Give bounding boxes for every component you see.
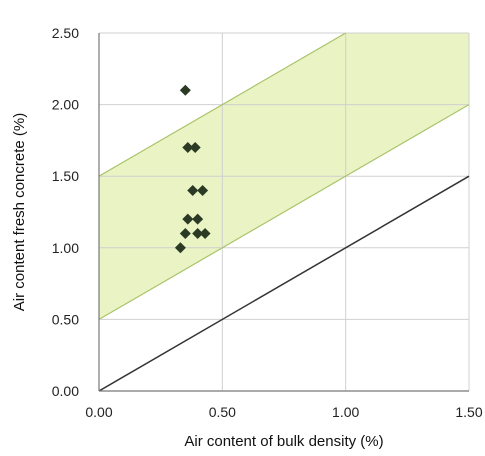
- band-edge-line: [99, 104, 469, 320]
- x-tick-label: 0.50: [209, 404, 236, 420]
- data-point-marker: [182, 213, 194, 225]
- data-point-marker: [179, 227, 191, 239]
- axes: [98, 33, 469, 392]
- x-tick-label: 1.00: [332, 404, 359, 420]
- band-edge-line: [99, 33, 347, 177]
- data-point-marker: [192, 213, 204, 225]
- data-point-marker: [189, 142, 201, 154]
- data-point-marker: [199, 227, 211, 239]
- x-axis-title: Air content of bulk density (%): [184, 433, 383, 450]
- y-tick-label: 2.50: [52, 25, 79, 41]
- data-point-marker: [179, 84, 191, 96]
- data-point-marker: [187, 185, 199, 197]
- data-point-marker: [182, 142, 194, 154]
- y-tick-labels: 0.00 0.50 1.00 1.50 2.00 2.50: [52, 25, 79, 399]
- y-tick-label: 1.50: [52, 168, 79, 184]
- data-points: [174, 84, 211, 254]
- y-tick-label: 0.00: [52, 383, 79, 399]
- data-point-marker: [192, 227, 204, 239]
- y-tick-label: 1.00: [52, 240, 79, 256]
- band-edges: [99, 33, 469, 320]
- x-tick-labels: 0.00 0.50 1.00 1.50: [85, 404, 482, 420]
- data-point-marker: [174, 242, 186, 254]
- data-point-marker: [197, 185, 209, 197]
- y-tick-label: 0.50: [52, 311, 79, 327]
- y-tick-label: 2.00: [52, 97, 79, 113]
- x-tick-label: 0.00: [85, 404, 112, 420]
- y-axis-title: Air content fresh concrete (%): [11, 113, 28, 311]
- x-tick-label: 1.50: [455, 404, 482, 420]
- reference-line: [98, 175, 470, 392]
